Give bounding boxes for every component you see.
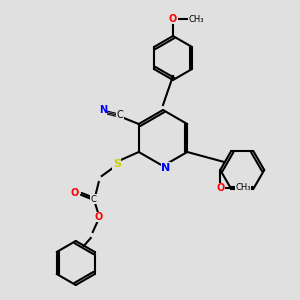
Text: CH₃: CH₃ <box>188 14 204 23</box>
Text: N: N <box>161 163 171 173</box>
Text: C: C <box>91 194 97 203</box>
Text: O: O <box>216 183 224 193</box>
Text: C: C <box>116 110 123 120</box>
Text: O: O <box>169 14 177 24</box>
Text: O: O <box>94 212 103 222</box>
Text: CH₃: CH₃ <box>236 184 251 193</box>
Text: O: O <box>70 188 79 198</box>
Text: N: N <box>99 105 107 115</box>
Text: S: S <box>113 159 121 169</box>
